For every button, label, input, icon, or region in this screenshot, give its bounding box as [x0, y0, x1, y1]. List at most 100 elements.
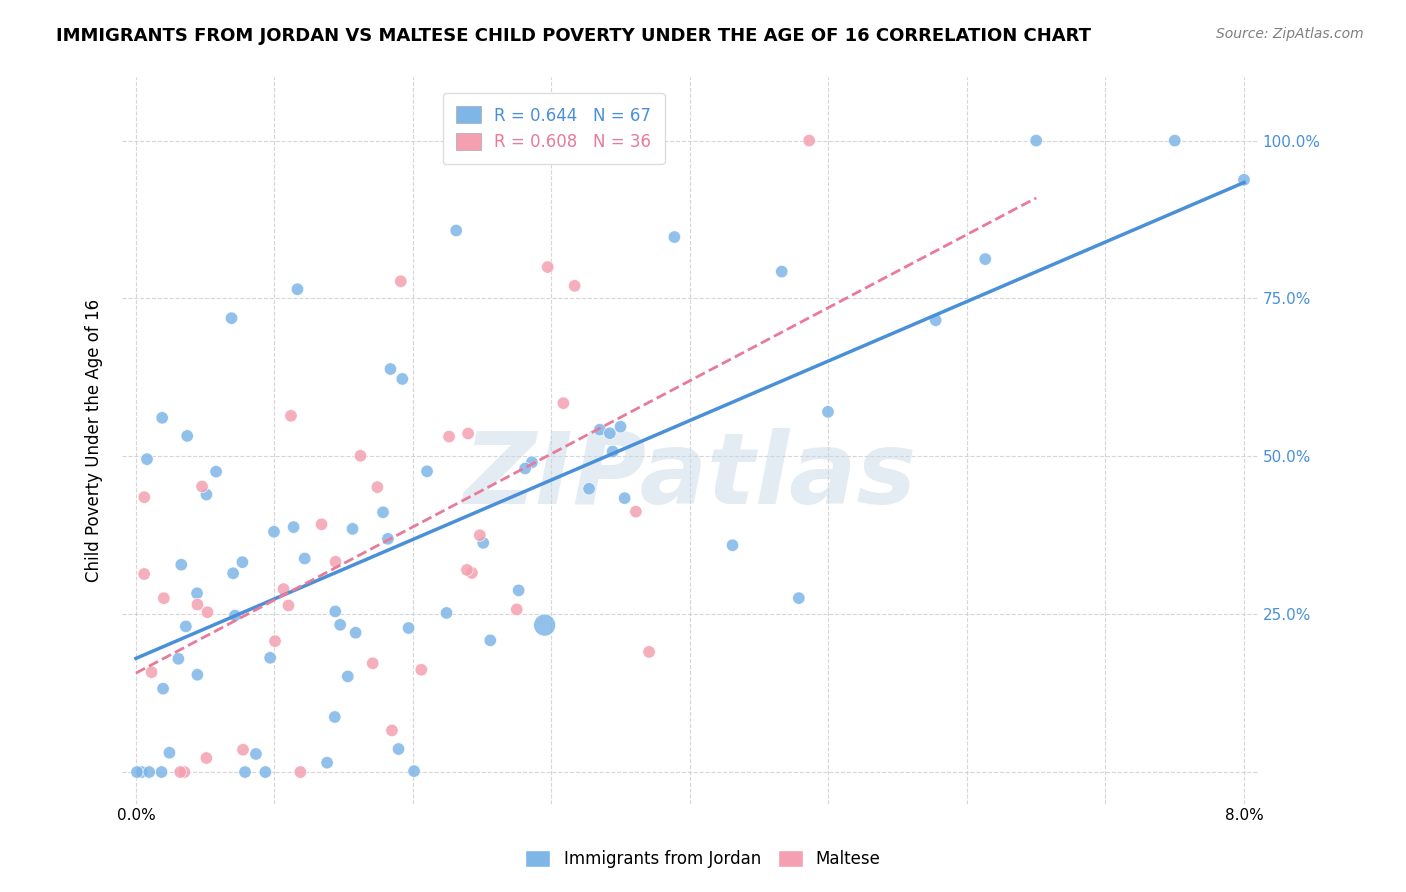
- Point: [974, 252, 997, 266]
- Point: [381, 723, 404, 738]
- Point: [150, 410, 173, 425]
- Point: [624, 505, 647, 519]
- Point: [457, 426, 479, 441]
- Point: [136, 452, 159, 467]
- Point: [152, 681, 174, 696]
- Point: [461, 566, 484, 580]
- Point: [349, 449, 371, 463]
- Point: [134, 490, 156, 504]
- Point: [174, 619, 197, 633]
- Point: [721, 538, 744, 552]
- Legend: Immigrants from Jordan, Maltese: Immigrants from Jordan, Maltese: [519, 843, 887, 875]
- Point: [141, 665, 163, 680]
- Point: [664, 230, 686, 244]
- Point: [325, 555, 347, 569]
- Point: [159, 746, 181, 760]
- Point: [1233, 173, 1256, 187]
- Point: [513, 461, 536, 475]
- Point: [599, 426, 621, 441]
- Point: [222, 566, 245, 581]
- Point: [508, 583, 530, 598]
- Point: [191, 479, 214, 493]
- Point: [602, 444, 624, 458]
- Point: [131, 765, 153, 780]
- Point: [361, 657, 384, 671]
- Point: [167, 652, 190, 666]
- Point: [924, 313, 946, 327]
- Point: [259, 650, 281, 665]
- Point: [316, 756, 339, 770]
- Point: [589, 423, 612, 437]
- Point: [173, 765, 195, 780]
- Point: [437, 429, 460, 443]
- Point: [787, 591, 810, 606]
- Point: [411, 663, 433, 677]
- Point: [150, 765, 173, 780]
- Point: [468, 528, 491, 542]
- Point: [176, 429, 198, 443]
- Point: [638, 645, 661, 659]
- Point: [533, 618, 555, 632]
- Point: [280, 409, 302, 423]
- Point: [186, 586, 208, 600]
- Point: [456, 563, 478, 577]
- Point: [578, 482, 600, 496]
- Text: IMMIGRANTS FROM JORDAN VS MALTESE CHILD POVERTY UNDER THE AGE OF 16 CORRELATION : IMMIGRANTS FROM JORDAN VS MALTESE CHILD …: [56, 27, 1091, 45]
- Point: [817, 405, 839, 419]
- Point: [537, 260, 560, 274]
- Point: [264, 634, 287, 648]
- Point: [195, 751, 218, 765]
- Point: [221, 311, 243, 326]
- Point: [416, 464, 439, 478]
- Point: [391, 372, 413, 386]
- Point: [245, 747, 267, 761]
- Point: [336, 669, 359, 683]
- Point: [224, 608, 246, 623]
- Point: [283, 520, 305, 534]
- Point: [277, 599, 299, 613]
- Point: [770, 264, 793, 278]
- Point: [287, 282, 309, 296]
- Point: [344, 625, 367, 640]
- Point: [263, 524, 285, 539]
- Point: [294, 551, 316, 566]
- Point: [479, 633, 502, 648]
- Point: [197, 605, 219, 619]
- Point: [389, 274, 412, 288]
- Point: [186, 667, 208, 681]
- Point: [323, 604, 346, 618]
- Point: [377, 532, 399, 546]
- Point: [444, 223, 467, 237]
- Point: [380, 362, 402, 376]
- Point: [231, 555, 253, 569]
- Point: [195, 487, 218, 501]
- Point: [232, 742, 254, 756]
- Point: [138, 765, 160, 780]
- Point: [609, 419, 631, 434]
- Point: [1025, 134, 1047, 148]
- Point: [613, 491, 636, 505]
- Point: [387, 742, 409, 756]
- Point: [273, 582, 295, 596]
- Point: [170, 558, 193, 572]
- Point: [134, 566, 156, 581]
- Y-axis label: Child Poverty Under the Age of 16: Child Poverty Under the Age of 16: [86, 299, 103, 582]
- Text: Source: ZipAtlas.com: Source: ZipAtlas.com: [1216, 27, 1364, 41]
- Point: [323, 710, 346, 724]
- Point: [125, 765, 148, 780]
- Point: [254, 765, 277, 780]
- Legend: R = 0.644   N = 67, R = 0.608   N = 36: R = 0.644 N = 67, R = 0.608 N = 36: [443, 93, 665, 164]
- Point: [205, 465, 228, 479]
- Point: [398, 621, 420, 635]
- Point: [520, 455, 543, 469]
- Point: [366, 480, 388, 494]
- Point: [153, 591, 176, 606]
- Point: [436, 606, 458, 620]
- Point: [564, 278, 586, 293]
- Text: ZIPatlas: ZIPatlas: [464, 428, 917, 525]
- Point: [506, 602, 529, 616]
- Point: [186, 598, 208, 612]
- Point: [311, 517, 333, 532]
- Point: [169, 765, 191, 780]
- Point: [290, 765, 312, 780]
